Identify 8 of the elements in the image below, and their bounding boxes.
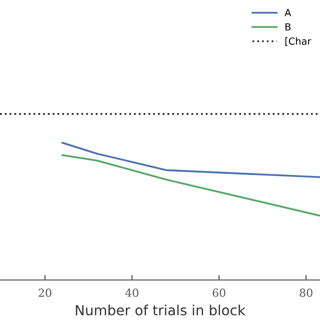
x-axis-title: Number of trials in block <box>76 304 246 316</box>
x-tick-label: 80 <box>300 288 312 297</box>
legend-label: B <box>286 23 291 30</box>
legend-label: A <box>284 9 292 16</box>
x-tick-label: 60 <box>212 288 226 297</box>
legend-label: [Char <box>285 37 312 46</box>
x-tick-label: 20 <box>38 288 52 297</box>
x-tick-label: 40 <box>125 288 138 297</box>
